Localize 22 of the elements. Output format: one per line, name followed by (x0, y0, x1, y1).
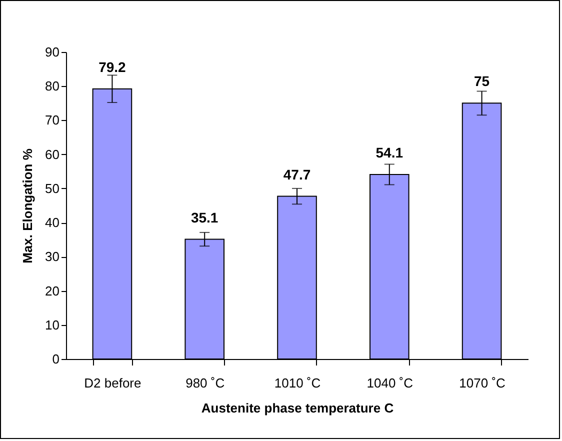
x-axis-title: Austenite phase temperature C (201, 400, 394, 416)
data-label: 75 (474, 73, 490, 90)
y-tick-label: 20 (45, 283, 60, 298)
data-label: 35.1 (190, 209, 218, 226)
data-label: 79.2 (98, 58, 126, 75)
y-tick-label: 10 (45, 317, 60, 332)
x-tick-label: 980 ˚C (186, 376, 225, 390)
data-label: 54.1 (376, 144, 404, 160)
x-tick-label: D2 before (84, 376, 142, 390)
y-tick-label: 40 (45, 215, 60, 230)
y-tick-label: 30 (45, 249, 60, 264)
data-label: 47.7 (283, 166, 311, 182)
y-tick-label: 70 (45, 112, 60, 128)
x-tick-label: 1070 ˚C (459, 376, 506, 390)
y-tick-label: 90 (45, 44, 60, 60)
x-tick-label: 1040 ˚C (366, 376, 414, 390)
y-tick-label: 80 (45, 78, 60, 94)
x-tick-label: 1010 ˚C (274, 376, 321, 390)
y-axis-title: Max. Elongation % (20, 148, 36, 264)
y-tick-label: 60 (45, 146, 60, 162)
y-tick-label: 0 (52, 352, 60, 366)
y-tick-label: 50 (45, 180, 60, 196)
